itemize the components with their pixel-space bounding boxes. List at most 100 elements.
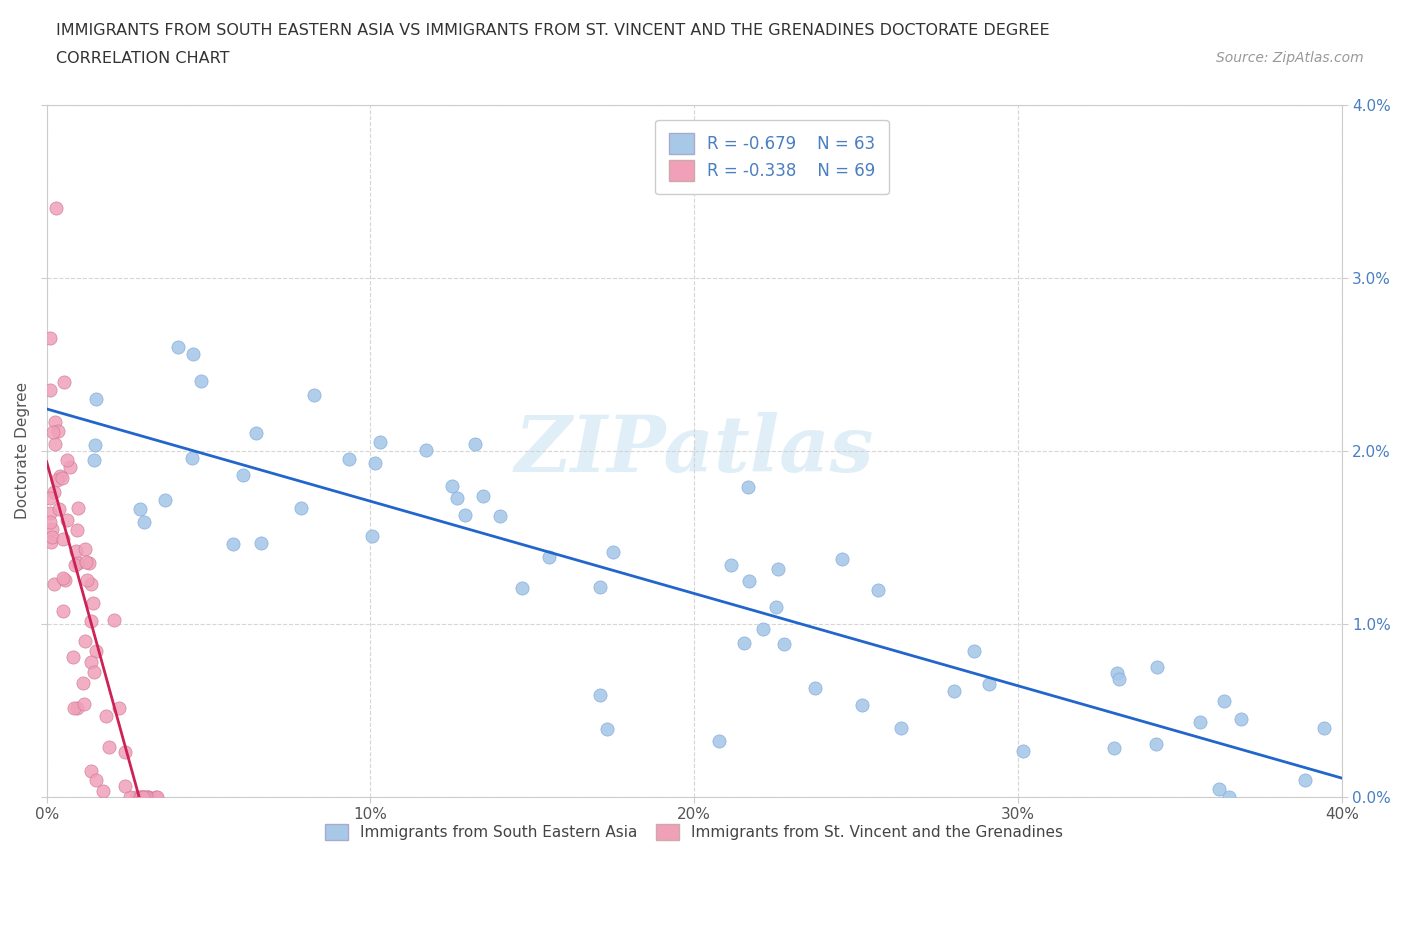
Point	[44, 437, 66, 452]
Point	[738, 574, 761, 589]
Point	[46, 423, 69, 438]
Point	[589, 688, 612, 703]
Point	[136, 790, 159, 804]
Point	[167, 339, 190, 354]
Text: Source: ZipAtlas.com: Source: ZipAtlas.com	[1216, 51, 1364, 65]
Point	[82, 595, 104, 610]
Point	[1104, 741, 1126, 756]
Point	[337, 451, 360, 466]
Point	[103, 613, 125, 628]
Point	[114, 778, 136, 793]
Y-axis label: Doctorate Degree: Doctorate Degree	[15, 382, 30, 519]
Point	[446, 491, 468, 506]
Point	[232, 467, 254, 482]
Point	[83, 665, 105, 680]
Point	[75, 633, 97, 648]
Point	[52, 604, 75, 618]
Point	[135, 790, 157, 804]
Point	[510, 580, 533, 595]
Point	[1012, 743, 1035, 758]
Text: ZIPatlas: ZIPatlas	[515, 412, 875, 489]
Point	[942, 684, 965, 698]
Point	[39, 506, 62, 521]
Point	[62, 701, 84, 716]
Point	[250, 536, 273, 551]
Point	[66, 700, 89, 715]
Point	[773, 636, 796, 651]
Point	[49, 469, 72, 484]
Point	[596, 722, 619, 737]
Point	[76, 573, 98, 588]
Point	[831, 551, 853, 566]
Point	[1144, 737, 1167, 751]
Point	[42, 577, 65, 591]
Point	[290, 500, 312, 515]
Point	[752, 621, 775, 636]
Point	[132, 790, 155, 804]
Point	[48, 502, 70, 517]
Legend: Immigrants from South Eastern Asia, Immigrants from St. Vincent and the Grenadin: Immigrants from South Eastern Asia, Immi…	[318, 817, 1071, 848]
Point	[222, 537, 245, 551]
Point	[766, 562, 789, 577]
Point	[145, 790, 167, 804]
Point	[963, 643, 986, 658]
Point	[84, 644, 107, 658]
Point	[42, 424, 65, 439]
Point	[66, 556, 89, 571]
Point	[107, 701, 129, 716]
Point	[118, 790, 141, 804]
Point	[190, 374, 212, 389]
Point	[733, 635, 755, 650]
Point	[1108, 672, 1130, 687]
Point	[134, 515, 156, 530]
Point	[589, 579, 612, 594]
Point	[368, 434, 391, 449]
Point	[59, 459, 82, 474]
Point	[91, 783, 114, 798]
Point	[56, 512, 79, 527]
Point	[132, 790, 155, 804]
Point	[39, 535, 62, 550]
Text: CORRELATION CHART: CORRELATION CHART	[56, 51, 229, 66]
Point	[765, 600, 787, 615]
Point	[364, 456, 387, 471]
Point	[1208, 781, 1230, 796]
Point	[83, 452, 105, 467]
Point	[129, 790, 152, 804]
Point	[80, 655, 103, 670]
Point	[129, 790, 152, 804]
Point	[1230, 711, 1253, 726]
Point	[80, 764, 103, 778]
Point	[39, 330, 62, 345]
Point	[1146, 659, 1168, 674]
Point	[453, 508, 475, 523]
Point	[79, 577, 101, 591]
Point	[415, 443, 437, 458]
Point	[602, 545, 624, 560]
Point	[45, 201, 67, 216]
Point	[66, 523, 89, 538]
Point	[804, 681, 827, 696]
Point	[181, 450, 204, 465]
Point	[52, 570, 75, 585]
Point	[39, 515, 62, 530]
Point	[472, 488, 495, 503]
Point	[181, 347, 204, 362]
Point	[737, 480, 759, 495]
Point	[302, 387, 325, 402]
Point	[1294, 773, 1316, 788]
Point	[79, 555, 101, 570]
Point	[41, 529, 63, 544]
Point	[53, 375, 76, 390]
Point	[1313, 721, 1336, 736]
Point	[1212, 694, 1234, 709]
Point	[114, 745, 136, 760]
Point	[73, 697, 96, 711]
Point	[1188, 714, 1211, 729]
Point	[851, 698, 873, 712]
Point	[537, 550, 560, 565]
Point	[51, 471, 73, 485]
Point	[86, 392, 108, 406]
Point	[86, 772, 108, 787]
Point	[53, 573, 76, 588]
